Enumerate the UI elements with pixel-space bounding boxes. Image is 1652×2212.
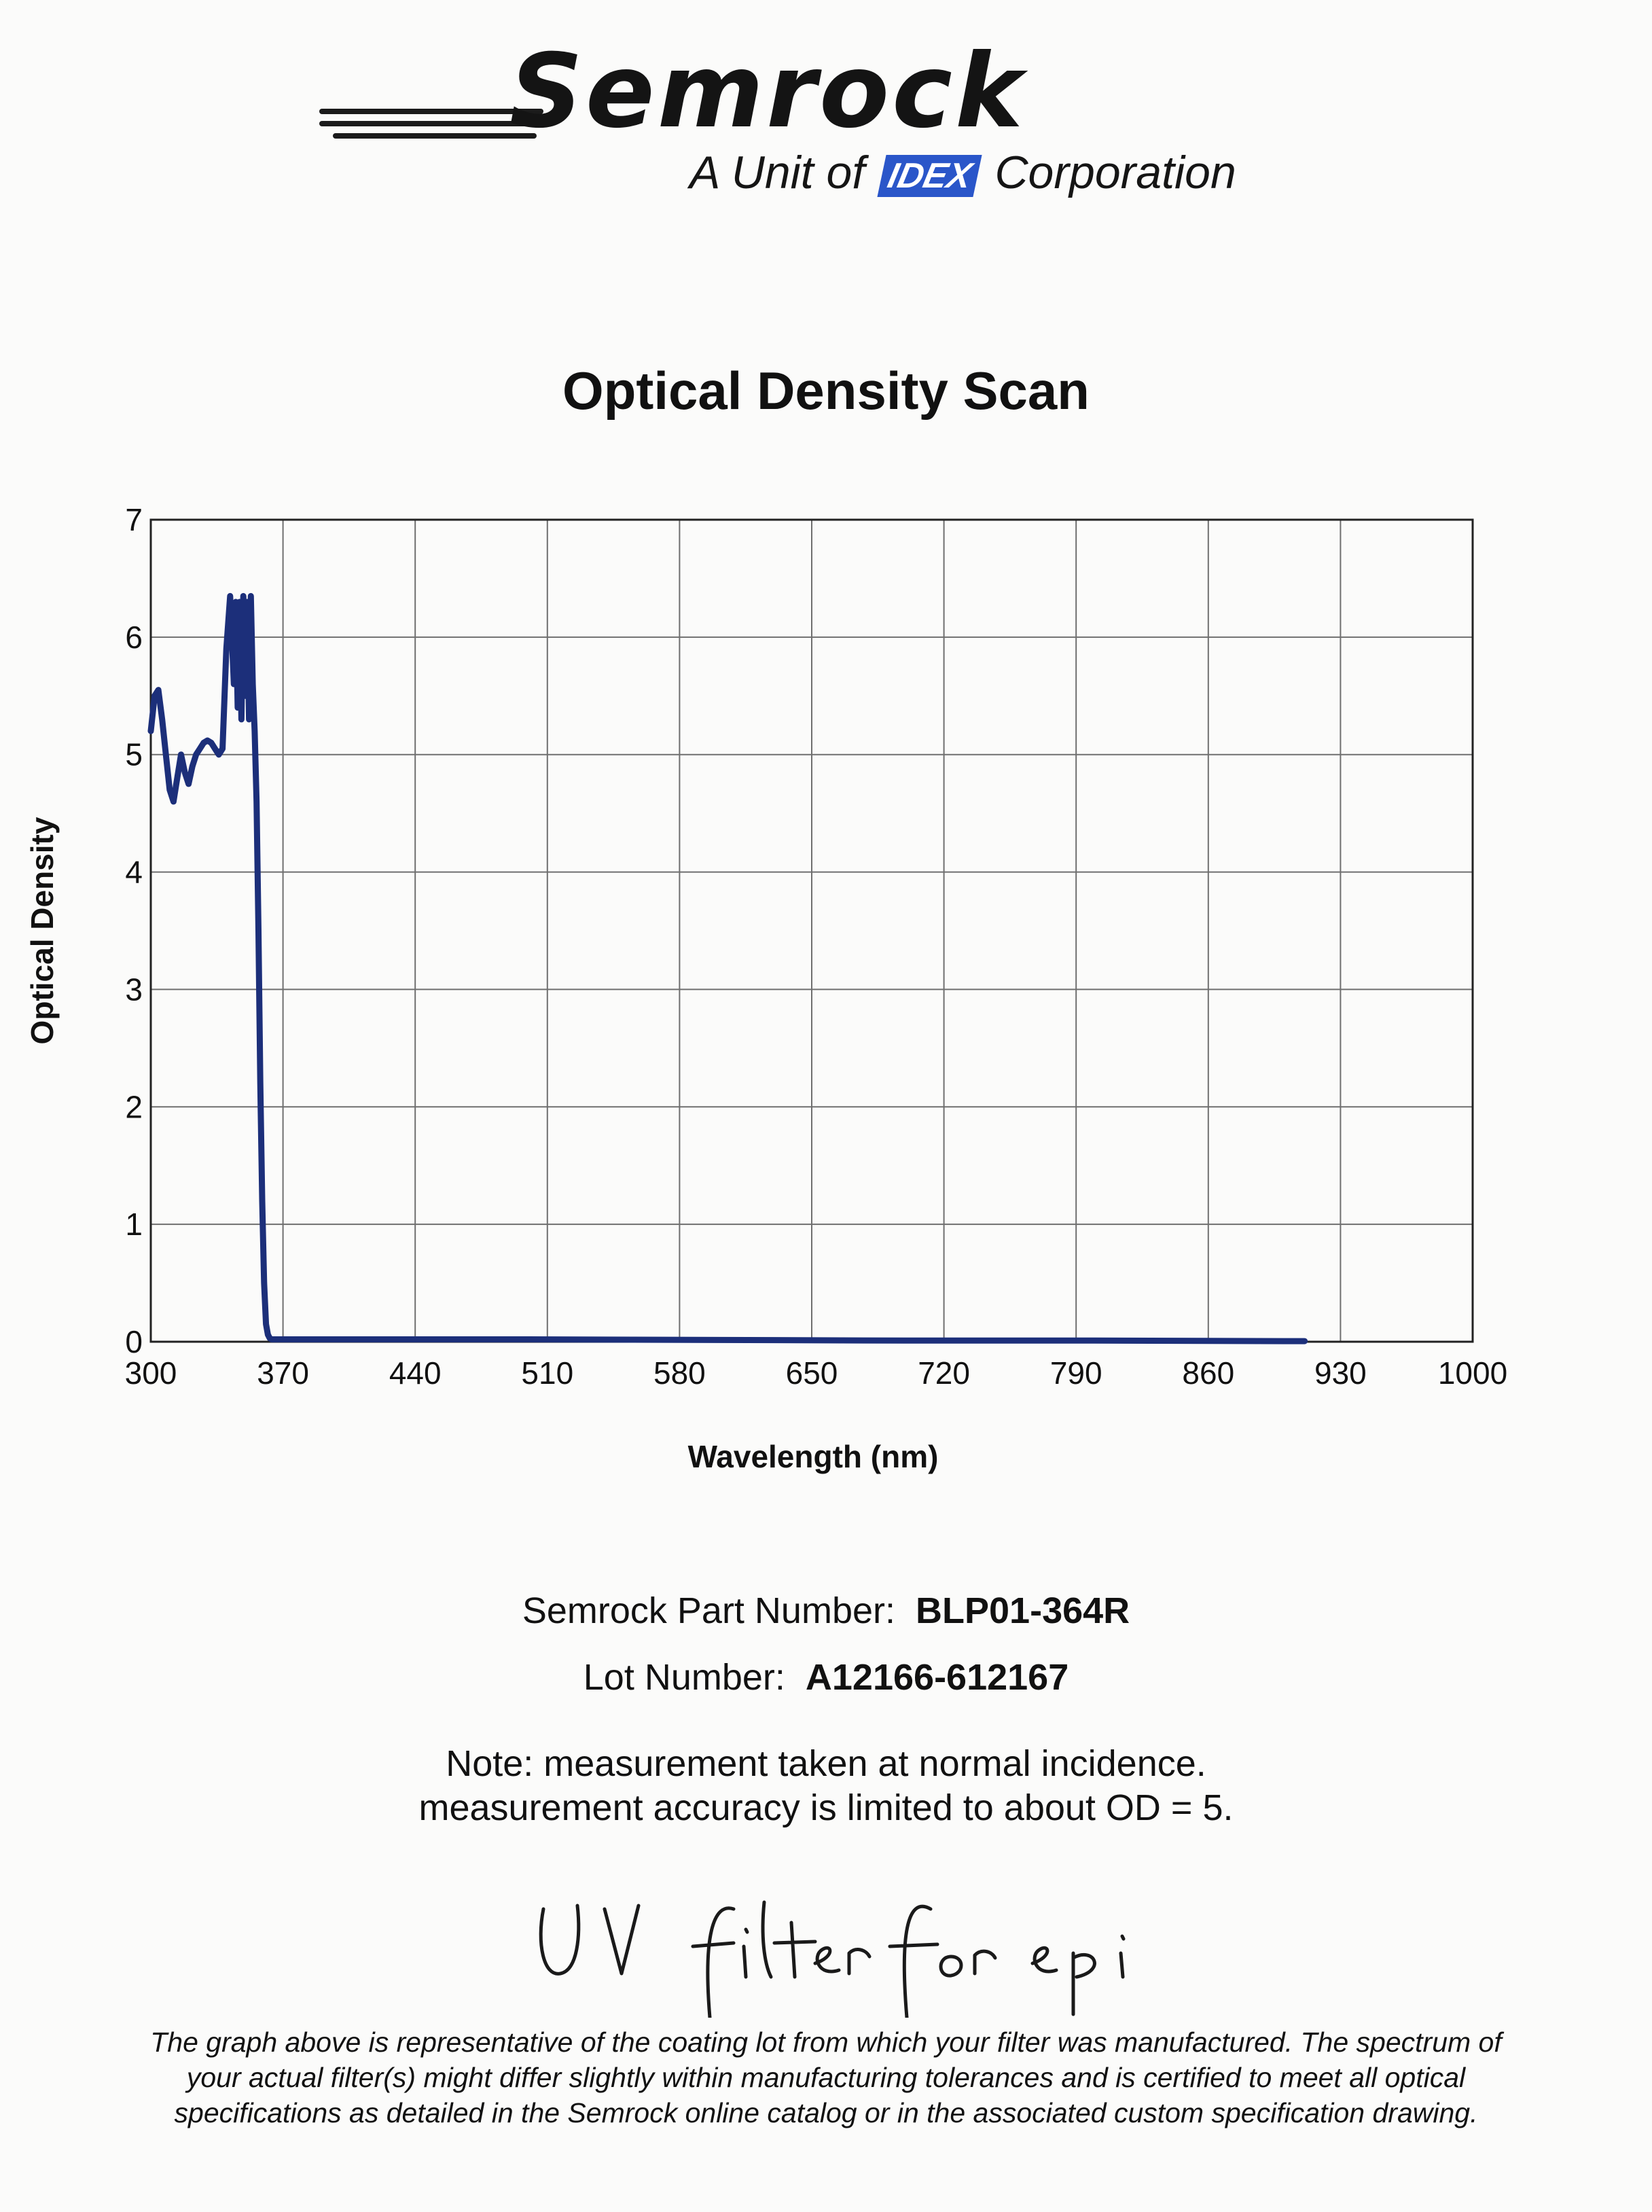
note-line-2: measurement accuracy is limited to about… <box>418 1787 1234 1828</box>
semrock-logo: Semrock A Unit of IDEX Corporation <box>319 41 1270 217</box>
chart-ticks: 300 370 440 510 580 650 720 790 860 930 1000 0 1 2 3 4 5… <box>125 502 1508 1391</box>
x-axis-label: Wavelength (nm) <box>688 1439 939 1474</box>
x-tick-label: 370 <box>257 1355 309 1391</box>
disclaimer-line-3: specifications as detailed in the Semroc… <box>174 2097 1478 2128</box>
x-tick-label: 790 <box>1050 1355 1102 1391</box>
logo-wordmark: Semrock <box>509 33 1026 151</box>
logo-unit-line: A Unit of IDEX Corporation <box>689 146 1236 199</box>
x-tick-label: 930 <box>1314 1355 1367 1391</box>
lot-number-value: A12166-612167 <box>805 1657 1069 1698</box>
part-number-label: Semrock Part Number: <box>522 1590 895 1631</box>
y-tick-label: 2 <box>125 1089 143 1124</box>
y-tick-label: 0 <box>125 1324 143 1359</box>
handwritten-note <box>539 1900 1126 2018</box>
part-number-value: BLP01-364R <box>916 1590 1130 1631</box>
logo-unit-prefix: A Unit of <box>689 147 865 198</box>
x-tick-label: 860 <box>1182 1355 1234 1391</box>
lot-number-row: Lot Number: A12166-612167 <box>0 1656 1652 1698</box>
optical-density-chart: 300 370 440 510 580 650 720 790 860 930 1000 0 1 2 3 4 5… <box>24 502 1508 1474</box>
y-tick-label: 5 <box>125 737 143 772</box>
y-tick-label: 6 <box>125 620 143 655</box>
y-tick-label: 3 <box>125 971 143 1007</box>
part-number-row: Semrock Part Number: BLP01-364R <box>0 1590 1652 1632</box>
logo-unit-suffix: Corporation <box>994 147 1236 198</box>
disclaimer-line-2: your actual filter(s) might differ sligh… <box>186 2062 1466 2093</box>
idex-logo: IDEX <box>877 155 983 198</box>
y-tick-label: 7 <box>125 502 143 537</box>
disclaimer-line-1: The graph above is representative of the… <box>150 2027 1502 2058</box>
chart-title: Optical Density Scan <box>562 361 1090 421</box>
y-tick-label: 1 <box>125 1207 143 1242</box>
x-tick-label: 510 <box>521 1355 573 1391</box>
note-line-1: Note: measurement taken at normal incide… <box>446 1743 1206 1784</box>
x-tick-label: 720 <box>918 1355 970 1391</box>
chart-grid <box>150 519 1473 1342</box>
lot-number-label: Lot Number: <box>583 1657 785 1698</box>
x-tick-label: 440 <box>389 1355 442 1391</box>
x-tick-label: 1000 <box>1438 1355 1507 1391</box>
x-tick-label: 650 <box>786 1355 838 1391</box>
x-tick-label: 300 <box>125 1355 177 1391</box>
y-axis-label: Optical Density <box>24 817 60 1044</box>
disclaimer: The graph above is representative of the… <box>0 2024 1652 2130</box>
series-line-optical-density <box>147 592 1308 1344</box>
y-tick-label: 4 <box>125 855 143 890</box>
x-tick-label: 580 <box>653 1355 706 1391</box>
